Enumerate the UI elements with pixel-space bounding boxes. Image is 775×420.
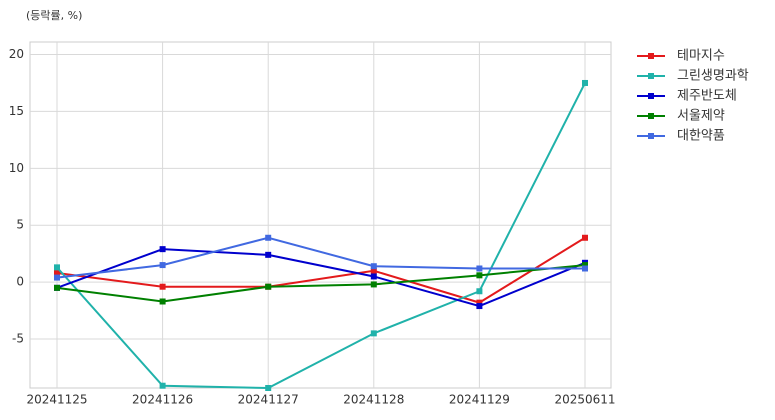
marker (476, 288, 483, 295)
plot-frame (29, 41, 612, 389)
x-tick-label: 20241128 (343, 393, 404, 407)
y-axis-label: (등락률, %) (26, 9, 82, 22)
legend-marker (648, 133, 654, 139)
legend-marker (648, 93, 654, 99)
legend-label: 테마지수 (677, 49, 725, 64)
marker (54, 270, 60, 277)
marker (476, 303, 483, 310)
legend-label: 대한약품 (677, 129, 725, 144)
legend-label: 제주반도체 (677, 89, 737, 104)
legend-label: 그린생명과학 (677, 69, 749, 84)
marker (370, 330, 377, 337)
y-tick-label: 20 (9, 47, 24, 61)
series-line (56, 82, 586, 390)
marker (265, 385, 272, 391)
marker (265, 283, 272, 290)
marker (370, 281, 377, 288)
series-line (56, 264, 586, 303)
legend-marker (648, 113, 654, 119)
marker (582, 79, 588, 86)
x-tick-label: 20241126 (132, 393, 193, 407)
marker (159, 382, 166, 389)
series-line (56, 236, 585, 279)
y-tick-label: -5 (12, 332, 24, 346)
marker (476, 265, 483, 272)
x-tick-label: 20241125 (26, 393, 87, 407)
marker (582, 262, 588, 269)
y-tick-label: 0 (16, 275, 24, 289)
marker (476, 299, 483, 306)
marker (582, 234, 588, 241)
marker (582, 265, 588, 272)
y-tick-label: 15 (9, 104, 24, 118)
y-tick-label: 10 (9, 161, 24, 175)
marker (54, 264, 60, 271)
series-line (56, 248, 586, 308)
marker (54, 274, 60, 281)
legend-label: 서울제약 (677, 109, 725, 124)
marker (159, 298, 166, 305)
x-tick-label: 20250611 (554, 393, 615, 407)
marker (265, 234, 272, 241)
marker (159, 283, 166, 290)
legend-marker (648, 73, 654, 79)
marker (54, 284, 60, 291)
marker (370, 263, 377, 270)
x-tick-label: 20241127 (238, 393, 299, 407)
marker (159, 262, 166, 269)
marker (265, 251, 272, 258)
marker (159, 246, 166, 253)
y-tick-label: 5 (16, 218, 24, 232)
marker (476, 272, 483, 279)
marker (370, 273, 377, 280)
marker (370, 267, 377, 274)
legend-marker (648, 53, 654, 59)
x-tick-label: 20241129 (449, 393, 510, 407)
series-line (56, 236, 586, 304)
